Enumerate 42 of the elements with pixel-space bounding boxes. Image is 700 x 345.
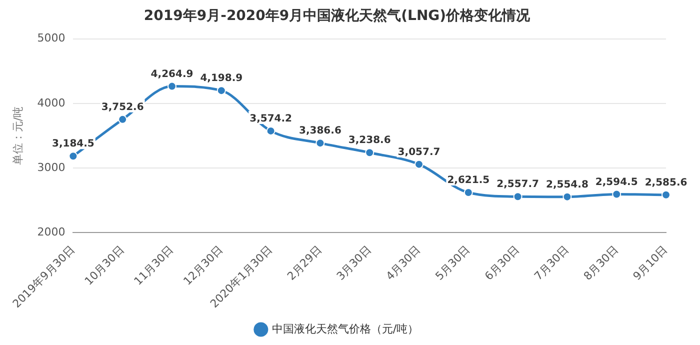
legend-label: 中国液化天然气价格（元/吨）	[272, 322, 419, 336]
data-label: 2,621.5	[447, 175, 490, 186]
point	[68, 152, 78, 161]
data-label: 2,554.8	[546, 179, 588, 190]
y-axis-title: 单位：元/吨	[11, 106, 24, 166]
data-label: 3,752.6	[101, 102, 144, 114]
x-tick-label: 2月29日	[284, 243, 324, 283]
x-tick-label: 9月10日	[630, 243, 670, 283]
point	[562, 192, 572, 202]
x-tick-label: 5月30日	[432, 243, 473, 283]
data-label: 3,386.6	[299, 126, 342, 137]
y-tick-label: 3000	[37, 160, 66, 174]
x-tick-label: 4月30日	[384, 243, 424, 283]
x-tick-label: 6月30日	[482, 243, 522, 283]
data-label: 3,184.5	[52, 138, 94, 150]
point	[414, 160, 424, 169]
x-tick-label: 10月30日	[82, 243, 127, 288]
point	[612, 190, 622, 199]
point	[118, 114, 128, 124]
data-label: 3,574.2	[250, 114, 292, 125]
data-label: 2,594.5	[595, 176, 638, 188]
point	[365, 148, 374, 158]
point	[216, 86, 226, 96]
x-tick-label: 7月30日	[532, 243, 572, 283]
data-label: 2,557.7	[496, 179, 540, 190]
x-tick-label: 8月30日	[581, 243, 621, 283]
point	[662, 190, 670, 200]
data-label: 2,585.6	[644, 177, 688, 188]
point	[167, 82, 176, 91]
y-tick-label: 4000	[37, 96, 66, 110]
data-label: 4,264.9	[150, 68, 194, 80]
point	[513, 192, 522, 202]
point	[316, 138, 325, 148]
x-tick-label: 11月30日	[132, 243, 176, 288]
data-label: 3,057.7	[398, 146, 440, 158]
data-label: 3,238.6	[348, 135, 391, 146]
y-tick-label: 5000	[37, 32, 66, 45]
x-tick-label: 12月30日	[180, 243, 226, 288]
x-tick-label: 3月30日	[334, 243, 374, 283]
chart-title: 2019年9月-2020年9月中国液化天然气(LNG)价格变化情况	[144, 7, 532, 24]
y-tick-label: 2000	[37, 226, 66, 239]
data-label: 4,198.9	[200, 73, 243, 84]
